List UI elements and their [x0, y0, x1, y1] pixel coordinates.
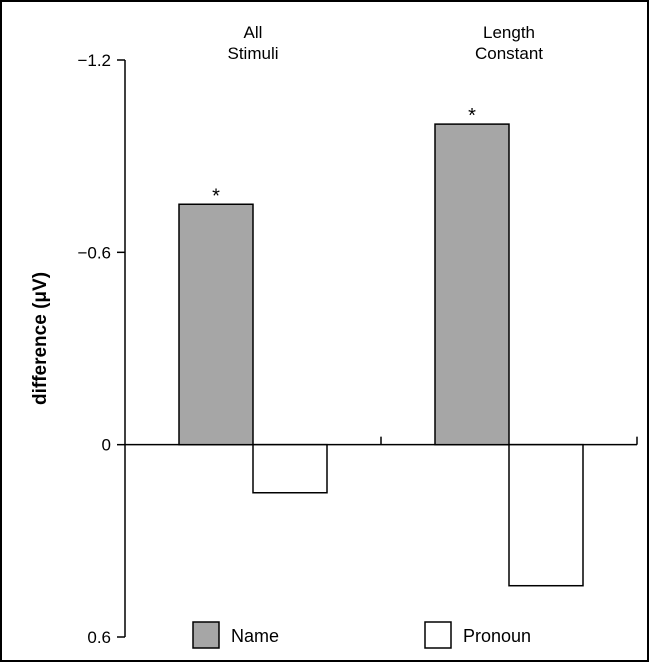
legend-swatch-name	[192, 621, 220, 649]
bar-pronoun-1	[508, 443, 584, 587]
labels: difference (μV) All Stimuli Length Constant *…	[30, 23, 543, 405]
category-label-0: All Stimuli	[227, 23, 278, 63]
significance-marker-1: *	[468, 105, 476, 127]
y-tick-label: −0.6	[77, 243, 111, 262]
legend-label-pronoun: Pronoun	[463, 626, 531, 646]
bar-pronoun-0	[252, 443, 328, 494]
category-label-1: Length Constant	[475, 23, 543, 63]
legend-label-name: Name	[231, 626, 279, 646]
y-axis-label: difference (μV)	[30, 272, 51, 405]
significance-marker-0: *	[212, 185, 220, 207]
legend: Name Pronoun	[192, 621, 531, 649]
y-tick-label: 0.6	[87, 628, 111, 647]
y-tick-label: 0	[102, 436, 111, 455]
bars	[178, 123, 584, 587]
legend-swatch-pronoun	[424, 621, 452, 649]
bar-name-1	[434, 123, 510, 446]
bar-name-0	[178, 203, 254, 446]
y-tick-label: −1.2	[77, 51, 111, 70]
